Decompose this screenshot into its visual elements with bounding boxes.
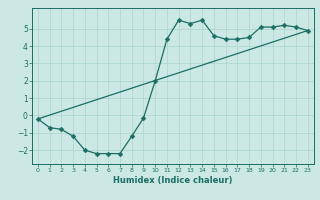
X-axis label: Humidex (Indice chaleur): Humidex (Indice chaleur) [113, 176, 233, 185]
